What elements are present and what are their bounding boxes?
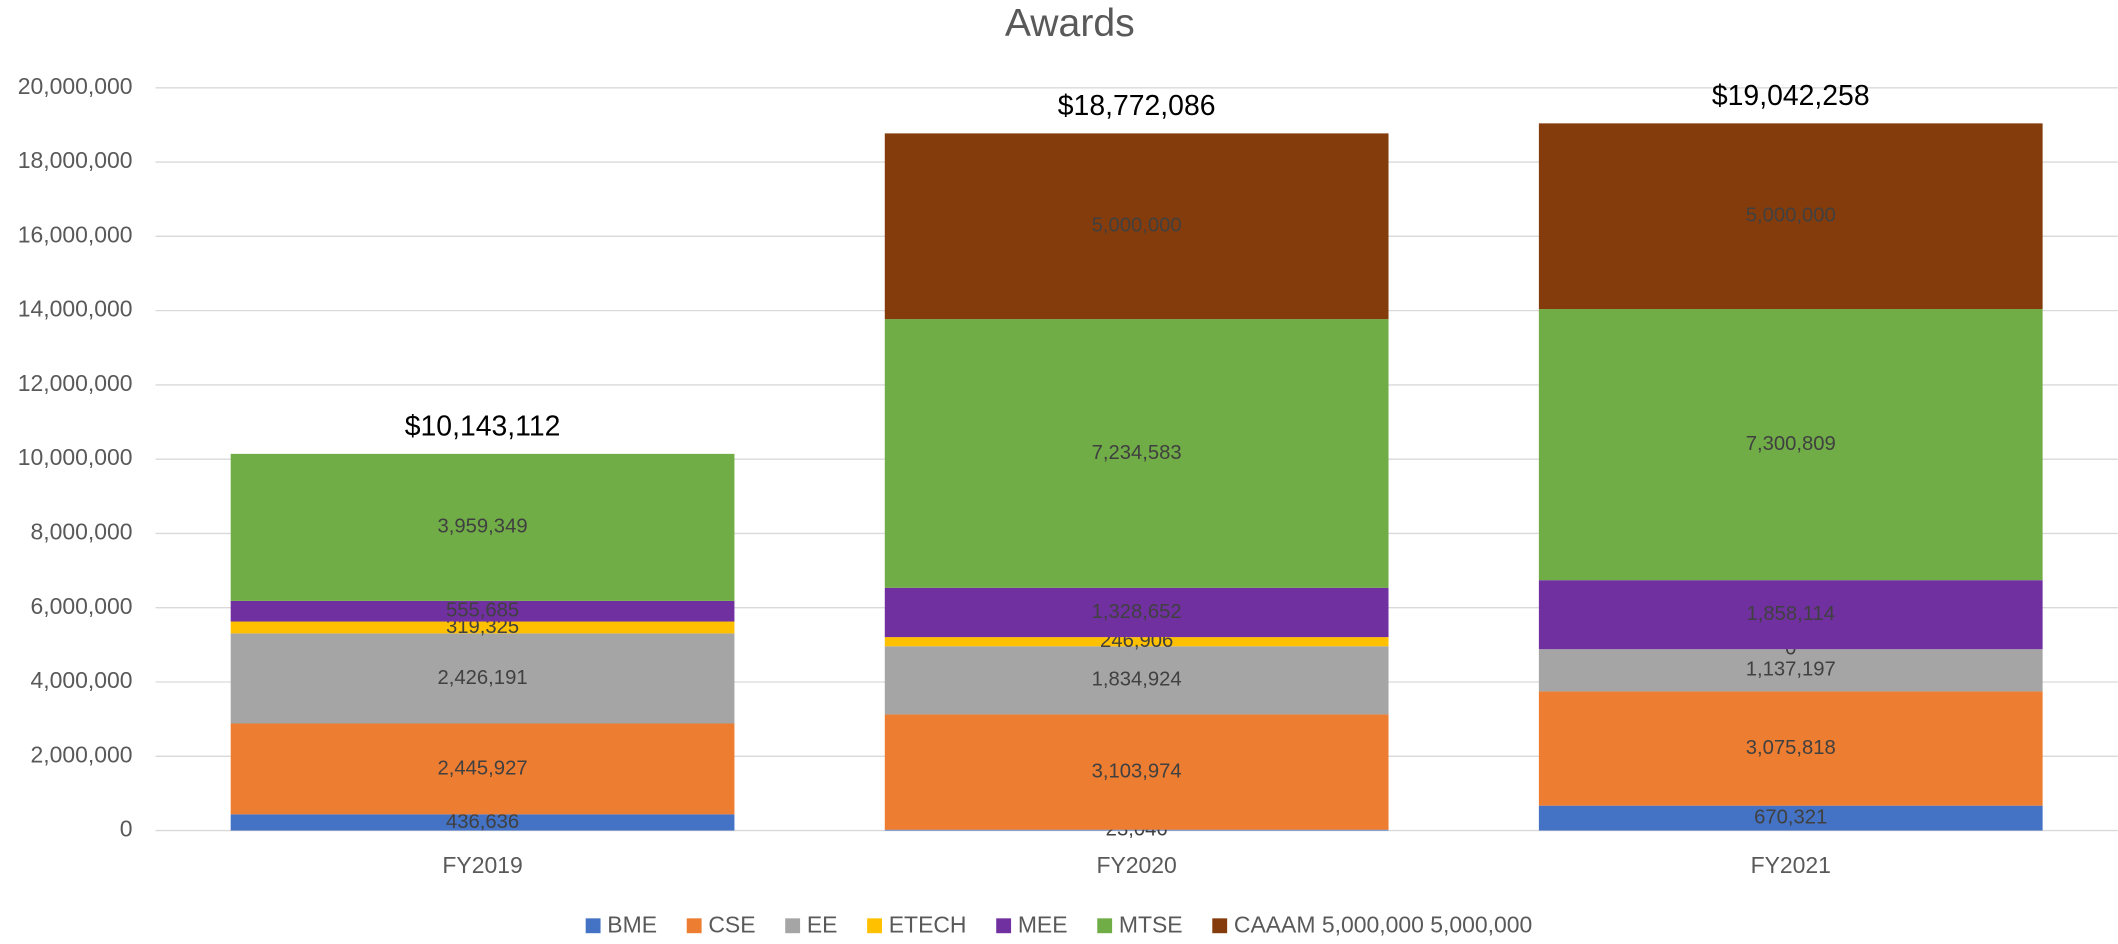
bar-segment [1538, 580, 2043, 650]
legend-swatch [686, 918, 702, 934]
bar-segment [1538, 123, 2043, 310]
y-tick-label: 14,000,000 [18, 296, 133, 322]
x-tick-label: FY2019 [442, 852, 522, 878]
legend-label: CAAAM 5,000,000 5,000,000 [1234, 912, 1532, 938]
data-label: 555,685 [446, 600, 519, 622]
legend-swatch [996, 918, 1012, 934]
bar-segment [1538, 691, 2043, 806]
bar-segment [230, 453, 735, 601]
total-label: $10,143,112 [405, 411, 561, 443]
data-label: 3,075,818 [1746, 737, 1836, 759]
y-tick-label: 12,000,000 [18, 370, 133, 396]
legend-swatch [585, 918, 601, 934]
y-tick-label: 20,000,000 [18, 73, 133, 99]
bar-segment [884, 637, 1389, 647]
data-label: 5,000,000 [1746, 205, 1836, 227]
legend-label: MEE [1018, 912, 1068, 938]
y-tick-label: 6,000,000 [31, 593, 133, 619]
data-label: 436,636 [446, 811, 519, 833]
data-label: 3,959,349 [438, 516, 528, 538]
total-label: $19,042,258 [1712, 80, 1870, 112]
bar-segment [1538, 309, 2043, 581]
data-label: 7,300,809 [1746, 433, 1836, 455]
bar-segment [230, 621, 735, 634]
bar-segment [884, 829, 1389, 831]
y-tick-label: 4,000,000 [31, 667, 133, 693]
total-label: $18,772,086 [1058, 90, 1216, 122]
data-label: 7,234,583 [1092, 442, 1182, 464]
legend-swatch [867, 918, 883, 934]
data-label: 1,858,114 [1746, 603, 1835, 625]
data-label: 1,834,924 [1092, 669, 1182, 691]
y-tick-label: 8,000,000 [31, 519, 133, 545]
legend-swatch [785, 918, 801, 934]
legend-label: EE [807, 912, 838, 938]
data-label: 1,137,197 [1746, 659, 1836, 681]
bar-segment [884, 133, 1389, 320]
y-tick-label: 18,000,000 [18, 147, 133, 173]
legend-label: CSE [708, 912, 755, 938]
legend-label: MTSE [1119, 912, 1183, 938]
data-label: 2,426,191 [438, 667, 528, 689]
data-label: 3,103,974 [1092, 760, 1182, 782]
bar-segment [884, 587, 1389, 638]
bar-segment [884, 714, 1389, 830]
y-tick-label: 0 [120, 816, 133, 842]
data-label: 1,328,652 [1092, 601, 1182, 623]
chart-title: Awards [1005, 2, 1135, 45]
y-tick-label: 2,000,000 [31, 741, 133, 767]
bar-segment [230, 633, 735, 724]
bar-segment [230, 723, 735, 815]
x-tick-label: FY2020 [1096, 852, 1176, 878]
bar-segment [230, 600, 735, 622]
data-label: 670,321 [1754, 806, 1827, 828]
bar-segment [884, 646, 1389, 715]
legend-swatch [1097, 918, 1113, 934]
bar-segment [884, 319, 1389, 588]
bar-segment [1538, 649, 2043, 692]
y-tick-label: 10,000,000 [18, 444, 133, 470]
bar-segment [230, 814, 735, 831]
legend-swatch [1212, 918, 1228, 934]
data-label: 2,445,927 [438, 757, 528, 779]
legend-label: BME [607, 912, 657, 938]
bar-segment [1538, 805, 2043, 831]
x-tick-label: FY2021 [1751, 852, 1831, 878]
legend-label: ETECH [889, 912, 967, 938]
data-label: 5,000,000 [1092, 215, 1182, 237]
y-tick-label: 16,000,000 [18, 221, 133, 247]
